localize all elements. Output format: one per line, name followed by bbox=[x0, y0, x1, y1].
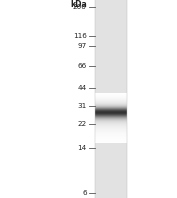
Text: 116: 116 bbox=[73, 33, 87, 39]
Text: 97: 97 bbox=[78, 43, 87, 49]
Text: 14: 14 bbox=[78, 146, 87, 151]
Text: 66: 66 bbox=[78, 63, 87, 69]
Text: 6: 6 bbox=[82, 190, 87, 196]
Text: 200: 200 bbox=[73, 4, 87, 10]
Text: 22: 22 bbox=[78, 122, 87, 128]
Bar bbox=[95, 0, 127, 198]
Text: kDa: kDa bbox=[70, 0, 87, 9]
Text: 44: 44 bbox=[78, 85, 87, 91]
Text: 31: 31 bbox=[78, 103, 87, 109]
